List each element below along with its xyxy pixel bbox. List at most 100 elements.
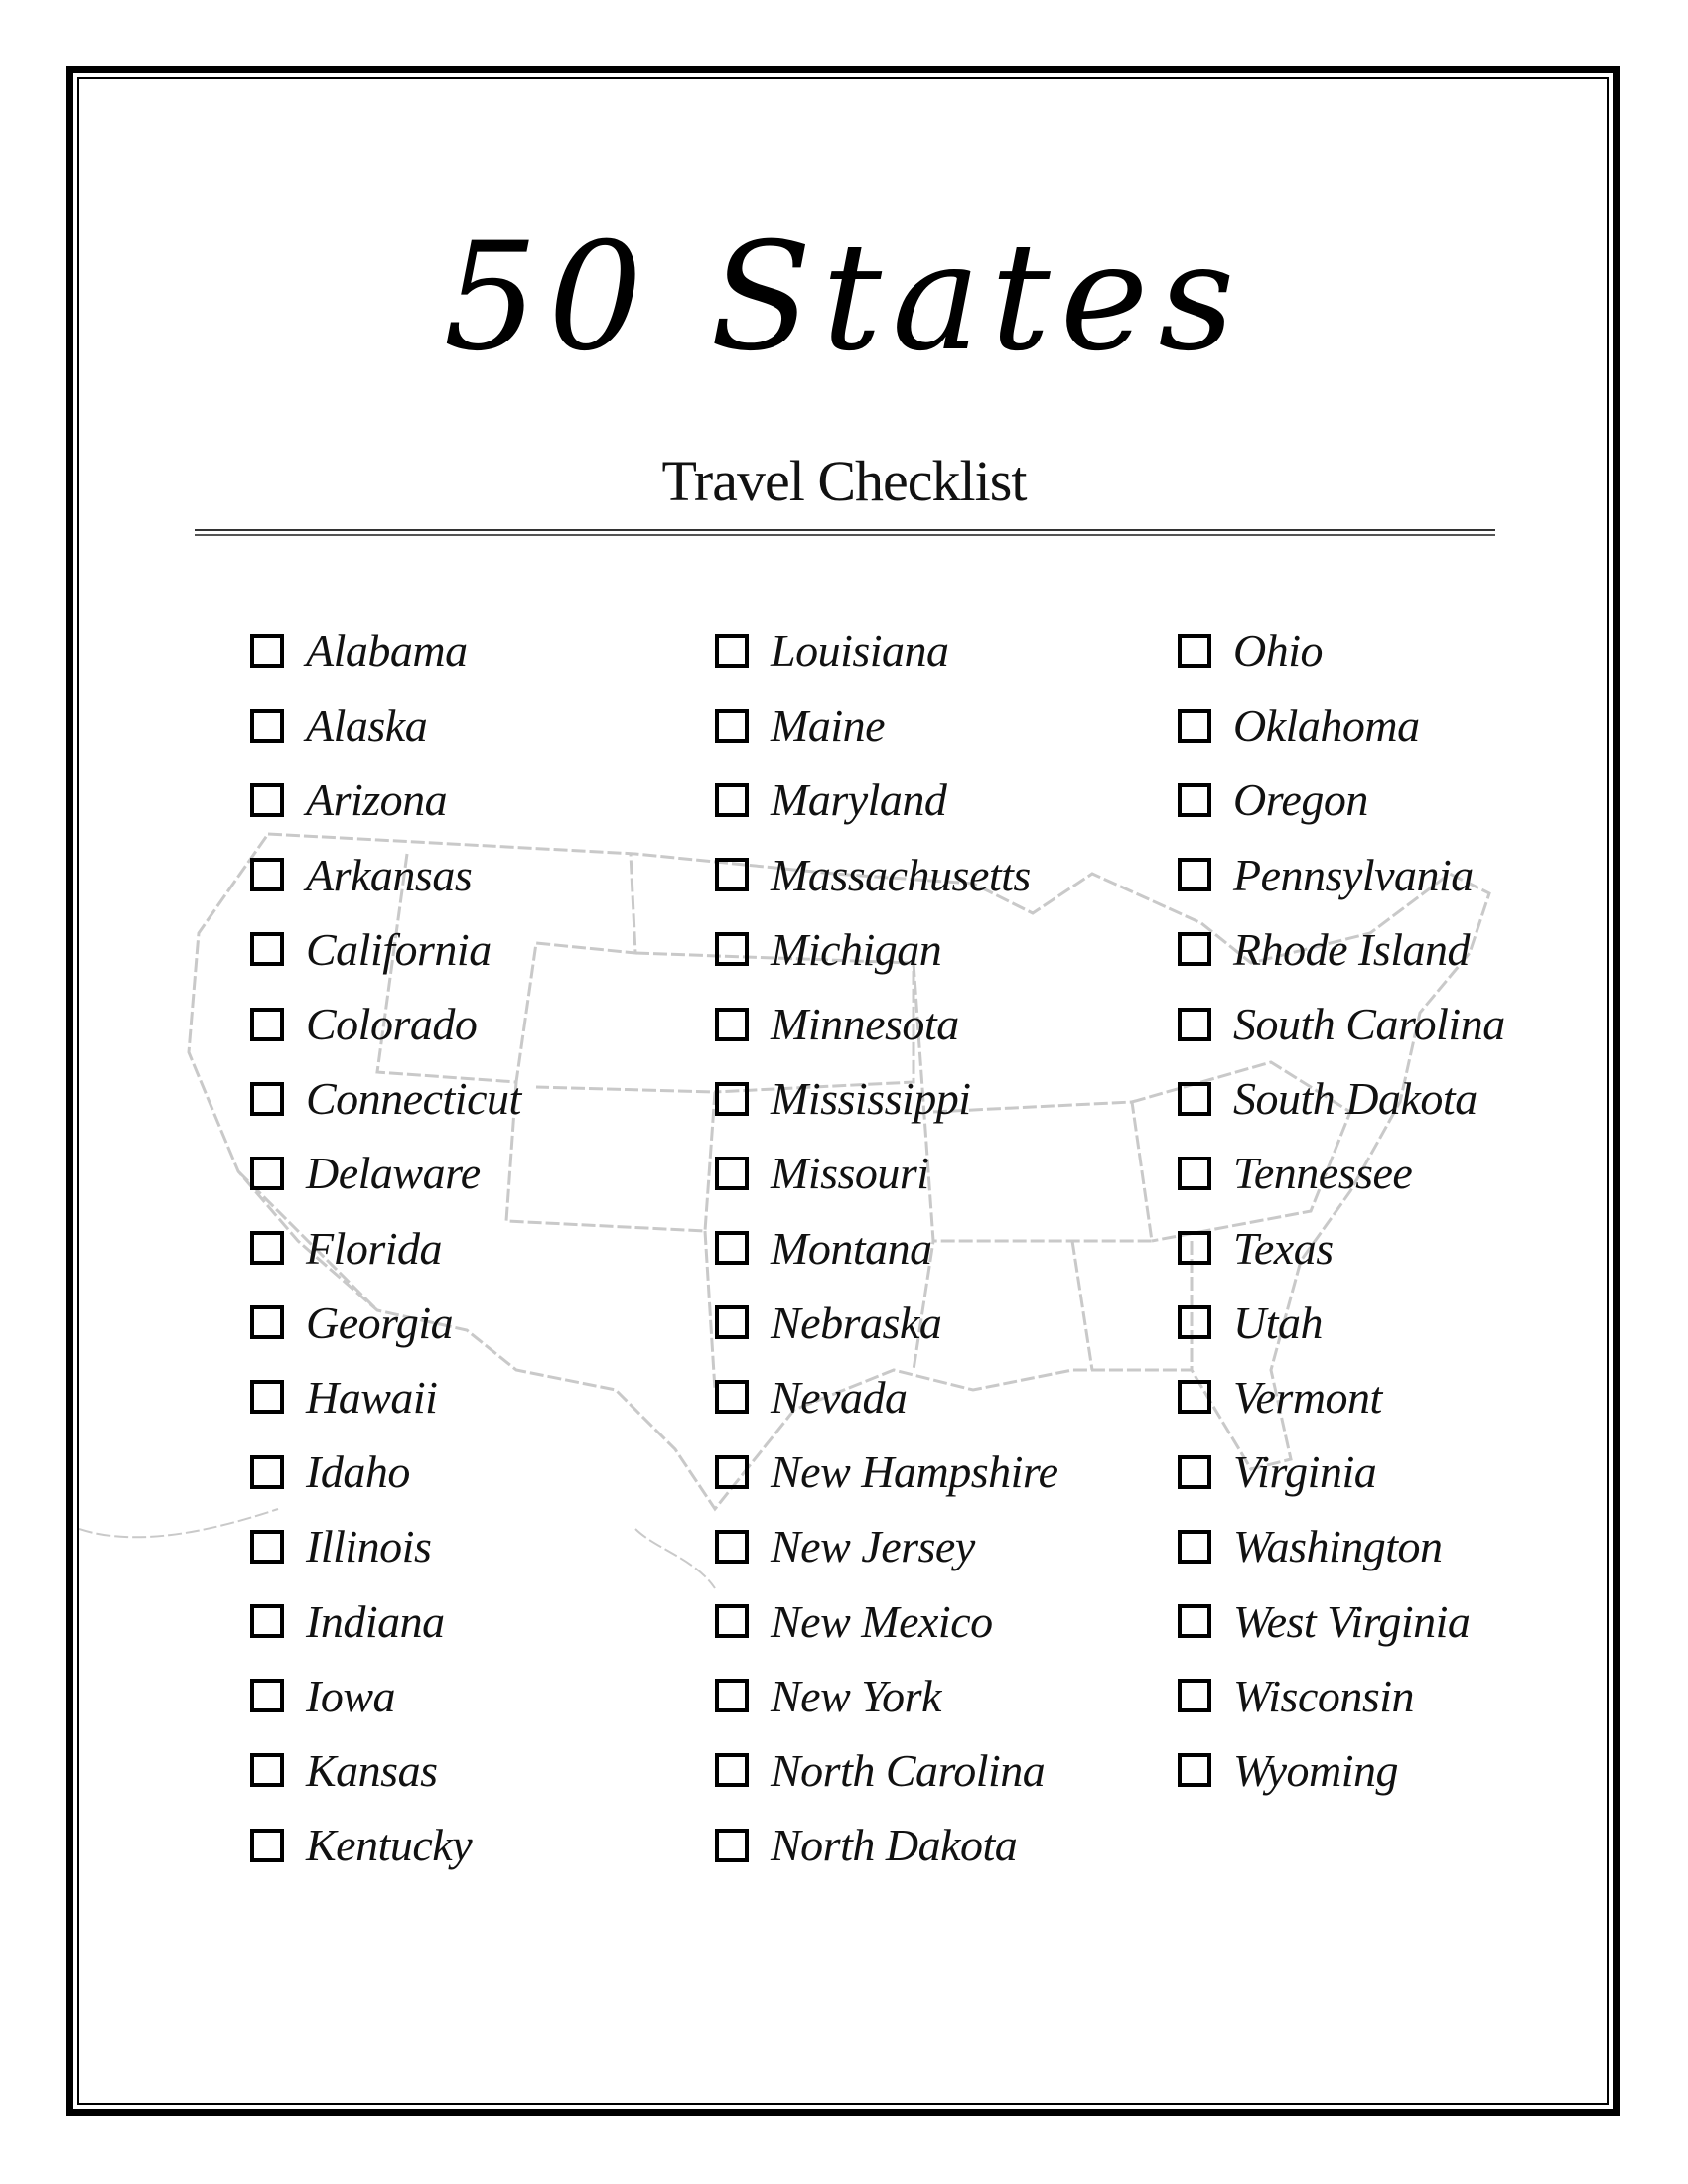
checklist-item[interactable]: Illinois bbox=[250, 1509, 521, 1583]
checklist-item[interactable]: Pennsylvania bbox=[1178, 838, 1505, 912]
checkbox[interactable] bbox=[715, 858, 749, 892]
checklist-item[interactable]: Arkansas bbox=[250, 838, 521, 912]
checklist-item[interactable]: Ohio bbox=[1178, 614, 1505, 688]
checkbox[interactable] bbox=[250, 1679, 284, 1713]
checkbox[interactable] bbox=[1178, 1529, 1211, 1564]
checkbox[interactable] bbox=[250, 1828, 284, 1862]
checklist-item[interactable]: Michigan bbox=[715, 912, 1058, 987]
checklist-item[interactable]: New Jersey bbox=[715, 1509, 1058, 1583]
checklist-item[interactable]: Iowa bbox=[250, 1659, 521, 1733]
checklist-item[interactable]: New Mexico bbox=[715, 1583, 1058, 1658]
checkbox[interactable] bbox=[1178, 1231, 1211, 1266]
checklist-item[interactable]: Louisiana bbox=[715, 614, 1058, 688]
checkbox[interactable] bbox=[250, 858, 284, 892]
checkbox[interactable] bbox=[1178, 782, 1211, 817]
checklist-item[interactable]: Maryland bbox=[715, 762, 1058, 837]
checklist-item[interactable]: Alabama bbox=[250, 614, 521, 688]
checkbox[interactable] bbox=[715, 1828, 749, 1862]
checklist-item[interactable]: Tennessee bbox=[1178, 1136, 1505, 1210]
checkbox[interactable] bbox=[250, 1081, 284, 1116]
checklist-item[interactable]: Delaware bbox=[250, 1136, 521, 1210]
checklist-item[interactable]: Texas bbox=[1178, 1211, 1505, 1286]
checklist-item[interactable]: New York bbox=[715, 1659, 1058, 1733]
checkbox[interactable] bbox=[250, 708, 284, 743]
checkbox[interactable] bbox=[715, 708, 749, 743]
checklist-item[interactable]: Massachusetts bbox=[715, 838, 1058, 912]
checkbox[interactable] bbox=[250, 1604, 284, 1639]
checklist-item[interactable]: Oregon bbox=[1178, 762, 1505, 837]
checkbox[interactable] bbox=[1178, 932, 1211, 967]
checklist-item[interactable]: Wisconsin bbox=[1178, 1659, 1505, 1733]
checkbox[interactable] bbox=[715, 1679, 749, 1713]
checkbox[interactable] bbox=[250, 1156, 284, 1190]
checkbox[interactable] bbox=[250, 1380, 284, 1415]
checklist-item[interactable]: Wyoming bbox=[1178, 1733, 1505, 1808]
checklist-item[interactable]: Minnesota bbox=[715, 987, 1058, 1061]
checklist-item[interactable]: Utah bbox=[1178, 1286, 1505, 1360]
checkbox[interactable] bbox=[715, 1454, 749, 1489]
checkbox[interactable] bbox=[250, 1305, 284, 1340]
checkbox[interactable] bbox=[250, 1529, 284, 1564]
checklist-item[interactable]: Mississippi bbox=[715, 1061, 1058, 1136]
checklist-item[interactable]: New Hampshire bbox=[715, 1434, 1058, 1509]
checkbox[interactable] bbox=[1178, 1305, 1211, 1340]
checkbox[interactable] bbox=[1178, 858, 1211, 892]
checklist-item[interactable]: Nebraska bbox=[715, 1286, 1058, 1360]
checkbox[interactable] bbox=[1178, 1081, 1211, 1116]
checkbox[interactable] bbox=[250, 1753, 284, 1788]
checkbox[interactable] bbox=[715, 1529, 749, 1564]
checklist-item[interactable]: Virginia bbox=[1178, 1434, 1505, 1509]
checkbox[interactable] bbox=[715, 1380, 749, 1415]
checklist-item[interactable]: Oklahoma bbox=[1178, 688, 1505, 762]
checkbox[interactable] bbox=[1178, 708, 1211, 743]
checkbox[interactable] bbox=[250, 1007, 284, 1041]
checkbox[interactable] bbox=[715, 1753, 749, 1788]
checklist-item[interactable]: California bbox=[250, 912, 521, 987]
checkbox[interactable] bbox=[715, 782, 749, 817]
checklist-item[interactable]: Florida bbox=[250, 1211, 521, 1286]
checkbox[interactable] bbox=[715, 1156, 749, 1190]
checklist-item[interactable]: Arizona bbox=[250, 762, 521, 837]
checklist-item[interactable]: South Carolina bbox=[1178, 987, 1505, 1061]
checklist-item[interactable]: Kansas bbox=[250, 1733, 521, 1808]
checkbox[interactable] bbox=[250, 782, 284, 817]
checklist-item[interactable]: Rhode Island bbox=[1178, 912, 1505, 987]
checklist-item[interactable]: West Virginia bbox=[1178, 1583, 1505, 1658]
checklist-item[interactable]: South Dakota bbox=[1178, 1061, 1505, 1136]
checklist-item[interactable]: Georgia bbox=[250, 1286, 521, 1360]
checklist-item[interactable]: Vermont bbox=[1178, 1360, 1505, 1434]
checklist-item[interactable]: North Dakota bbox=[715, 1808, 1058, 1882]
checkbox[interactable] bbox=[715, 1305, 749, 1340]
checkbox[interactable] bbox=[1178, 1007, 1211, 1041]
checklist-item[interactable]: Alaska bbox=[250, 688, 521, 762]
checklist-item[interactable]: Idaho bbox=[250, 1434, 521, 1509]
checkbox[interactable] bbox=[715, 1007, 749, 1041]
checkbox[interactable] bbox=[1178, 1156, 1211, 1190]
checklist-item[interactable]: Nevada bbox=[715, 1360, 1058, 1434]
checklist-item[interactable]: Maine bbox=[715, 688, 1058, 762]
checklist-item[interactable]: Connecticut bbox=[250, 1061, 521, 1136]
checklist-item[interactable]: Washington bbox=[1178, 1509, 1505, 1583]
checkbox[interactable] bbox=[715, 932, 749, 967]
checklist-item[interactable]: Indiana bbox=[250, 1583, 521, 1658]
checkbox[interactable] bbox=[1178, 1454, 1211, 1489]
checkbox[interactable] bbox=[1178, 1380, 1211, 1415]
checkbox[interactable] bbox=[250, 1231, 284, 1266]
checkbox[interactable] bbox=[1178, 1679, 1211, 1713]
checkbox[interactable] bbox=[715, 1231, 749, 1266]
checkbox[interactable] bbox=[715, 633, 749, 668]
checklist-item[interactable]: Montana bbox=[715, 1211, 1058, 1286]
checklist-item[interactable]: Colorado bbox=[250, 987, 521, 1061]
checkbox[interactable] bbox=[1178, 1753, 1211, 1788]
checklist-item[interactable]: Kentucky bbox=[250, 1808, 521, 1882]
checkbox[interactable] bbox=[250, 932, 284, 967]
checklist-item[interactable]: Hawaii bbox=[250, 1360, 521, 1434]
checkbox[interactable] bbox=[1178, 1604, 1211, 1639]
checklist-item[interactable]: North Carolina bbox=[715, 1733, 1058, 1808]
checkbox[interactable] bbox=[1178, 633, 1211, 668]
checkbox[interactable] bbox=[715, 1604, 749, 1639]
checkbox[interactable] bbox=[250, 633, 284, 668]
checklist-item[interactable]: Missouri bbox=[715, 1136, 1058, 1210]
checkbox[interactable] bbox=[250, 1454, 284, 1489]
checkbox[interactable] bbox=[715, 1081, 749, 1116]
